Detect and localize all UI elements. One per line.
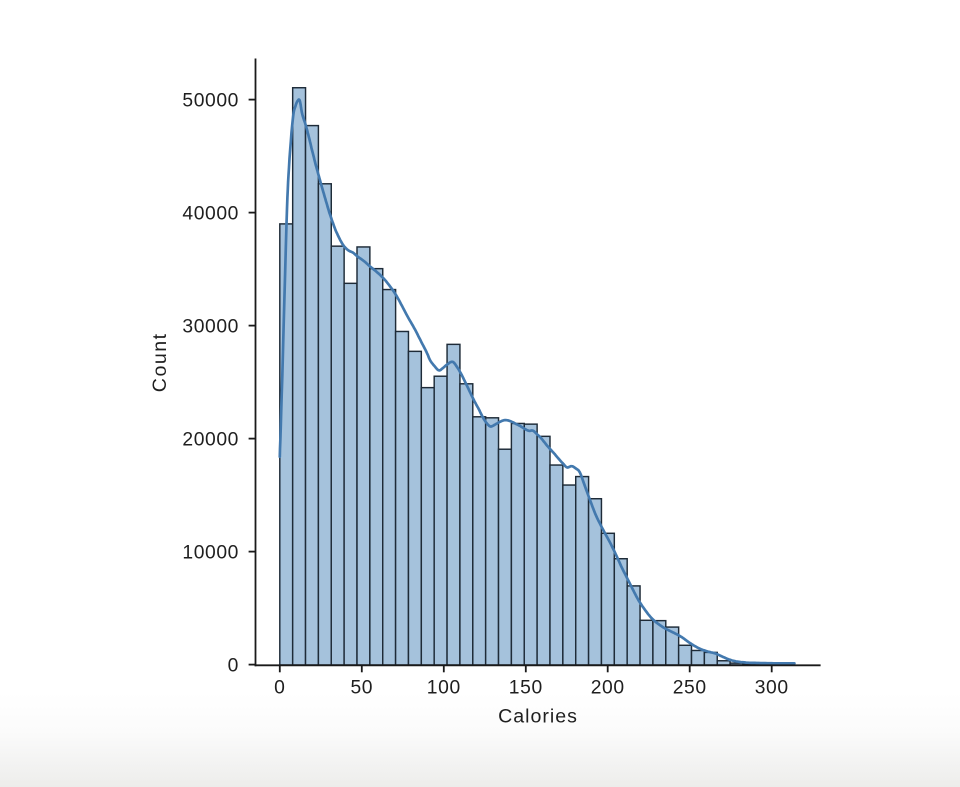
svg-text:0: 0 (228, 656, 239, 677)
svg-text:Calories: Calories (498, 706, 578, 728)
svg-text:50000: 50000 (182, 91, 239, 112)
svg-text:30000: 30000 (182, 317, 239, 338)
svg-text:300: 300 (755, 678, 789, 699)
svg-text:100: 100 (427, 678, 461, 699)
svg-text:200: 200 (591, 678, 625, 699)
svg-text:150: 150 (509, 678, 543, 699)
svg-text:40000: 40000 (182, 204, 239, 225)
svg-text:20000: 20000 (182, 430, 239, 451)
svg-text:Count: Count (149, 332, 171, 392)
svg-text:50: 50 (350, 678, 373, 699)
svg-text:10000: 10000 (182, 543, 239, 564)
svg-text:250: 250 (673, 678, 707, 699)
svg-text:0: 0 (274, 678, 285, 699)
